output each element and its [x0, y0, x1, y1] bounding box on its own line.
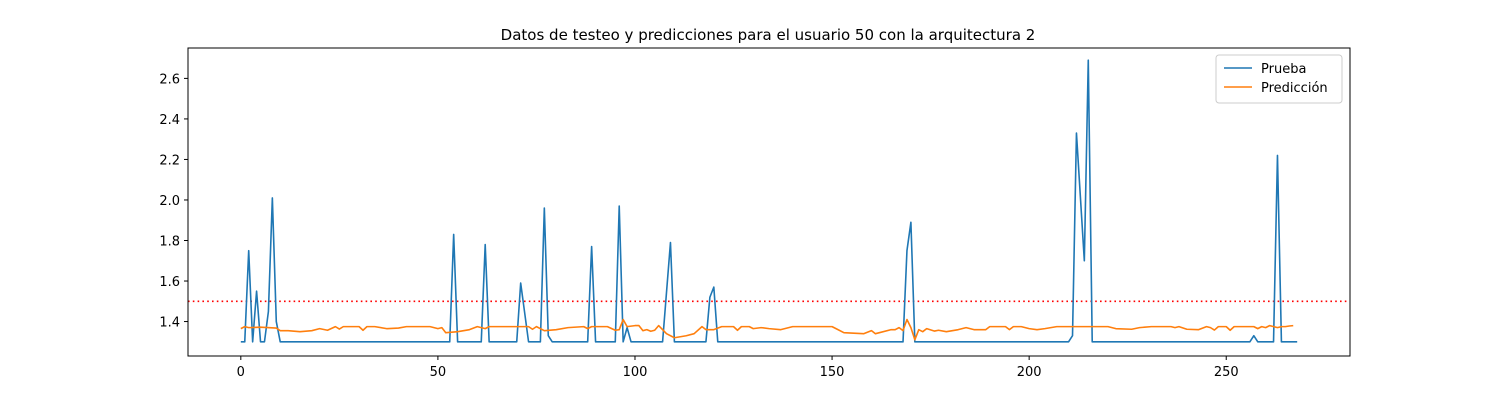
- chart-title: Datos de testeo y predicciones para el u…: [501, 26, 1036, 44]
- y-tick-label-4: 2.0: [159, 194, 180, 209]
- x-tick-label-3: 100: [623, 365, 648, 380]
- y-tick-label-1: 1.4: [159, 316, 180, 331]
- plot-area: [188, 59, 1350, 343]
- x-tick-label-4: 150: [820, 365, 845, 380]
- legend: Prueba Predicción: [1215, 54, 1343, 104]
- x-tick-label-2: 50: [430, 365, 447, 380]
- x-tick-label-1: 0: [237, 365, 245, 380]
- y-axis: 1.4 1.6 1.8 2.0 2.2 2.4 2.6: [159, 72, 188, 331]
- y-tick-label-5: 2.2: [159, 153, 180, 168]
- plot-frame: [187, 47, 1351, 357]
- y-tick-label-6: 2.4: [159, 113, 180, 128]
- x-tick-label-5: 200: [1017, 365, 1042, 380]
- x-tick-label-6: 250: [1214, 365, 1239, 380]
- x-axis: 0 50 100 150 200 250: [237, 356, 1239, 380]
- legend-label-1: Prueba: [1261, 62, 1306, 77]
- y-tick-label-7: 2.6: [159, 72, 180, 87]
- legend-label-2: Predicción: [1261, 81, 1328, 96]
- series-line-1: [240, 59, 1298, 343]
- y-tick-label-3: 1.8: [159, 235, 180, 250]
- y-tick-label-2: 1.6: [159, 275, 180, 290]
- series-line-2: [240, 318, 1294, 341]
- legend-frame: [1215, 54, 1343, 104]
